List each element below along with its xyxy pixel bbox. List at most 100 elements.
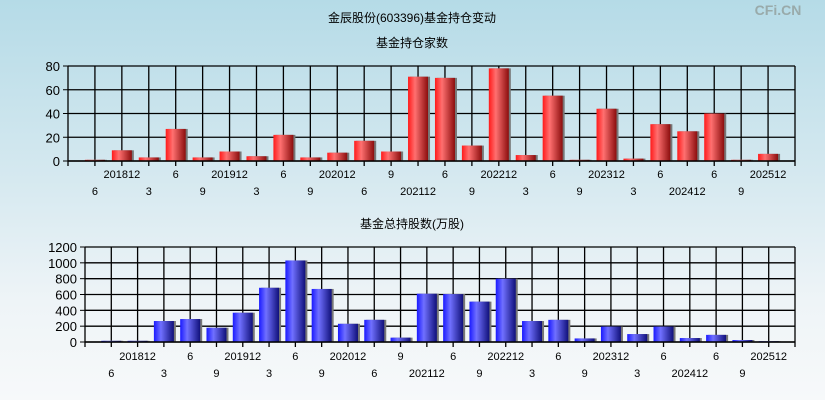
bar: [232, 312, 253, 342]
x-tick-label: 6: [371, 368, 377, 380]
x-tick-label: 202412: [671, 368, 708, 380]
x-tick-label: 3: [634, 368, 640, 380]
x-tick-label: 202212: [487, 351, 524, 363]
bar: [327, 152, 348, 161]
y-tick-label: 60: [46, 83, 60, 98]
bar: [311, 288, 332, 342]
x-tick-label: 6: [187, 351, 193, 363]
x-tick-label: 202512: [750, 351, 787, 363]
bar: [246, 156, 267, 161]
bar: [623, 158, 644, 161]
bar: [180, 319, 201, 342]
bar: [627, 334, 648, 342]
x-tick-label: 6: [660, 351, 666, 363]
bar: [461, 145, 482, 161]
x-tick-label: 6: [450, 351, 456, 363]
x-tick-label: 9: [200, 186, 206, 198]
y-tick-label: 800: [55, 272, 77, 287]
bar: [650, 124, 671, 161]
y-tick-label: 0: [53, 154, 60, 169]
x-tick-label: 9: [476, 368, 482, 380]
x-tick-label: 3: [523, 186, 529, 198]
x-tick-label: 202112: [400, 186, 436, 198]
x-tick-label: 202412: [669, 186, 706, 198]
y-tick-label: 200: [55, 319, 77, 334]
bar: [679, 338, 700, 342]
bar: [706, 334, 727, 342]
y-tick-label: 1200: [48, 240, 77, 255]
bar: [548, 319, 569, 342]
x-tick-label: 9: [213, 368, 219, 380]
x-tick-label: 3: [146, 186, 152, 198]
bar: [192, 157, 213, 161]
x-tick-label: 202512: [750, 169, 787, 181]
bar: [285, 260, 306, 342]
x-tick-label: 9: [738, 186, 744, 198]
bar: [337, 323, 358, 342]
x-tick-label: 6: [108, 368, 114, 380]
x-tick-label: 202112: [409, 368, 445, 380]
bar: [165, 128, 186, 161]
bar: [522, 321, 543, 342]
y-tick-label: 80: [46, 59, 60, 74]
x-tick-label: 201912: [224, 351, 261, 363]
x-tick-label: 202312: [593, 351, 630, 363]
x-tick-label: 3: [161, 368, 167, 380]
main-title: 金辰股份(603396)基金持仓变动: [328, 10, 496, 25]
x-tick-label: 9: [307, 186, 313, 198]
x-tick-label: 201812: [103, 169, 140, 181]
bar: [488, 68, 509, 161]
x-tick-label: 202312: [588, 169, 625, 181]
bar: [219, 151, 240, 161]
bar: [138, 157, 159, 161]
x-tick-label: 202012: [319, 169, 356, 181]
bar: [381, 151, 402, 161]
x-tick-label: 9: [319, 368, 325, 380]
x-tick-label: 9: [388, 169, 394, 181]
bar: [704, 113, 725, 161]
x-tick-label: 9: [739, 368, 745, 380]
bar: [364, 319, 385, 342]
bar: [758, 153, 779, 161]
y-tick-label: 0: [70, 335, 77, 350]
x-tick-label: 6: [292, 351, 298, 363]
y-tick-label: 20: [46, 130, 60, 145]
x-tick-label: 9: [577, 186, 583, 198]
y-tick-label: 40: [46, 107, 60, 122]
x-tick-label: 9: [582, 368, 588, 380]
bar: [542, 95, 563, 161]
bar: [111, 150, 132, 161]
x-tick-label: 6: [711, 169, 717, 181]
x-tick-label: 6: [657, 169, 663, 181]
bar: [515, 155, 536, 161]
bar: [416, 293, 437, 342]
x-tick-label: 9: [397, 351, 403, 363]
chart2-title: 基金总持股数(万股): [360, 216, 464, 231]
bar: [677, 131, 698, 161]
x-tick-label: 3: [630, 186, 636, 198]
x-tick-label: 6: [442, 169, 448, 181]
bar: [443, 294, 464, 342]
bar: [469, 301, 490, 342]
watermark-logo: CFi.CN: [755, 2, 802, 18]
x-tick-label: 3: [529, 368, 535, 380]
x-tick-label: 6: [361, 186, 367, 198]
bar: [206, 327, 227, 342]
bar: [600, 326, 621, 342]
x-tick-label: 9: [469, 186, 475, 198]
x-tick-label: 6: [92, 186, 98, 198]
x-tick-label: 6: [173, 169, 179, 181]
bar: [390, 337, 411, 342]
bar: [273, 134, 294, 161]
y-tick-label: 1000: [48, 256, 77, 271]
x-tick-label: 201812: [119, 351, 156, 363]
bar: [574, 338, 595, 342]
x-tick-label: 3: [253, 186, 259, 198]
x-tick-label: 6: [713, 351, 719, 363]
bar: [732, 340, 753, 342]
chart1-holders-count: 0 20 40 60 80 6 201812 3 6 9 201912 3 6 9 202012 6 9 2021…: [46, 59, 796, 198]
chart1-title: 基金持仓家数: [376, 35, 448, 50]
x-tick-label: 201912: [211, 169, 248, 181]
bar: [354, 140, 375, 161]
